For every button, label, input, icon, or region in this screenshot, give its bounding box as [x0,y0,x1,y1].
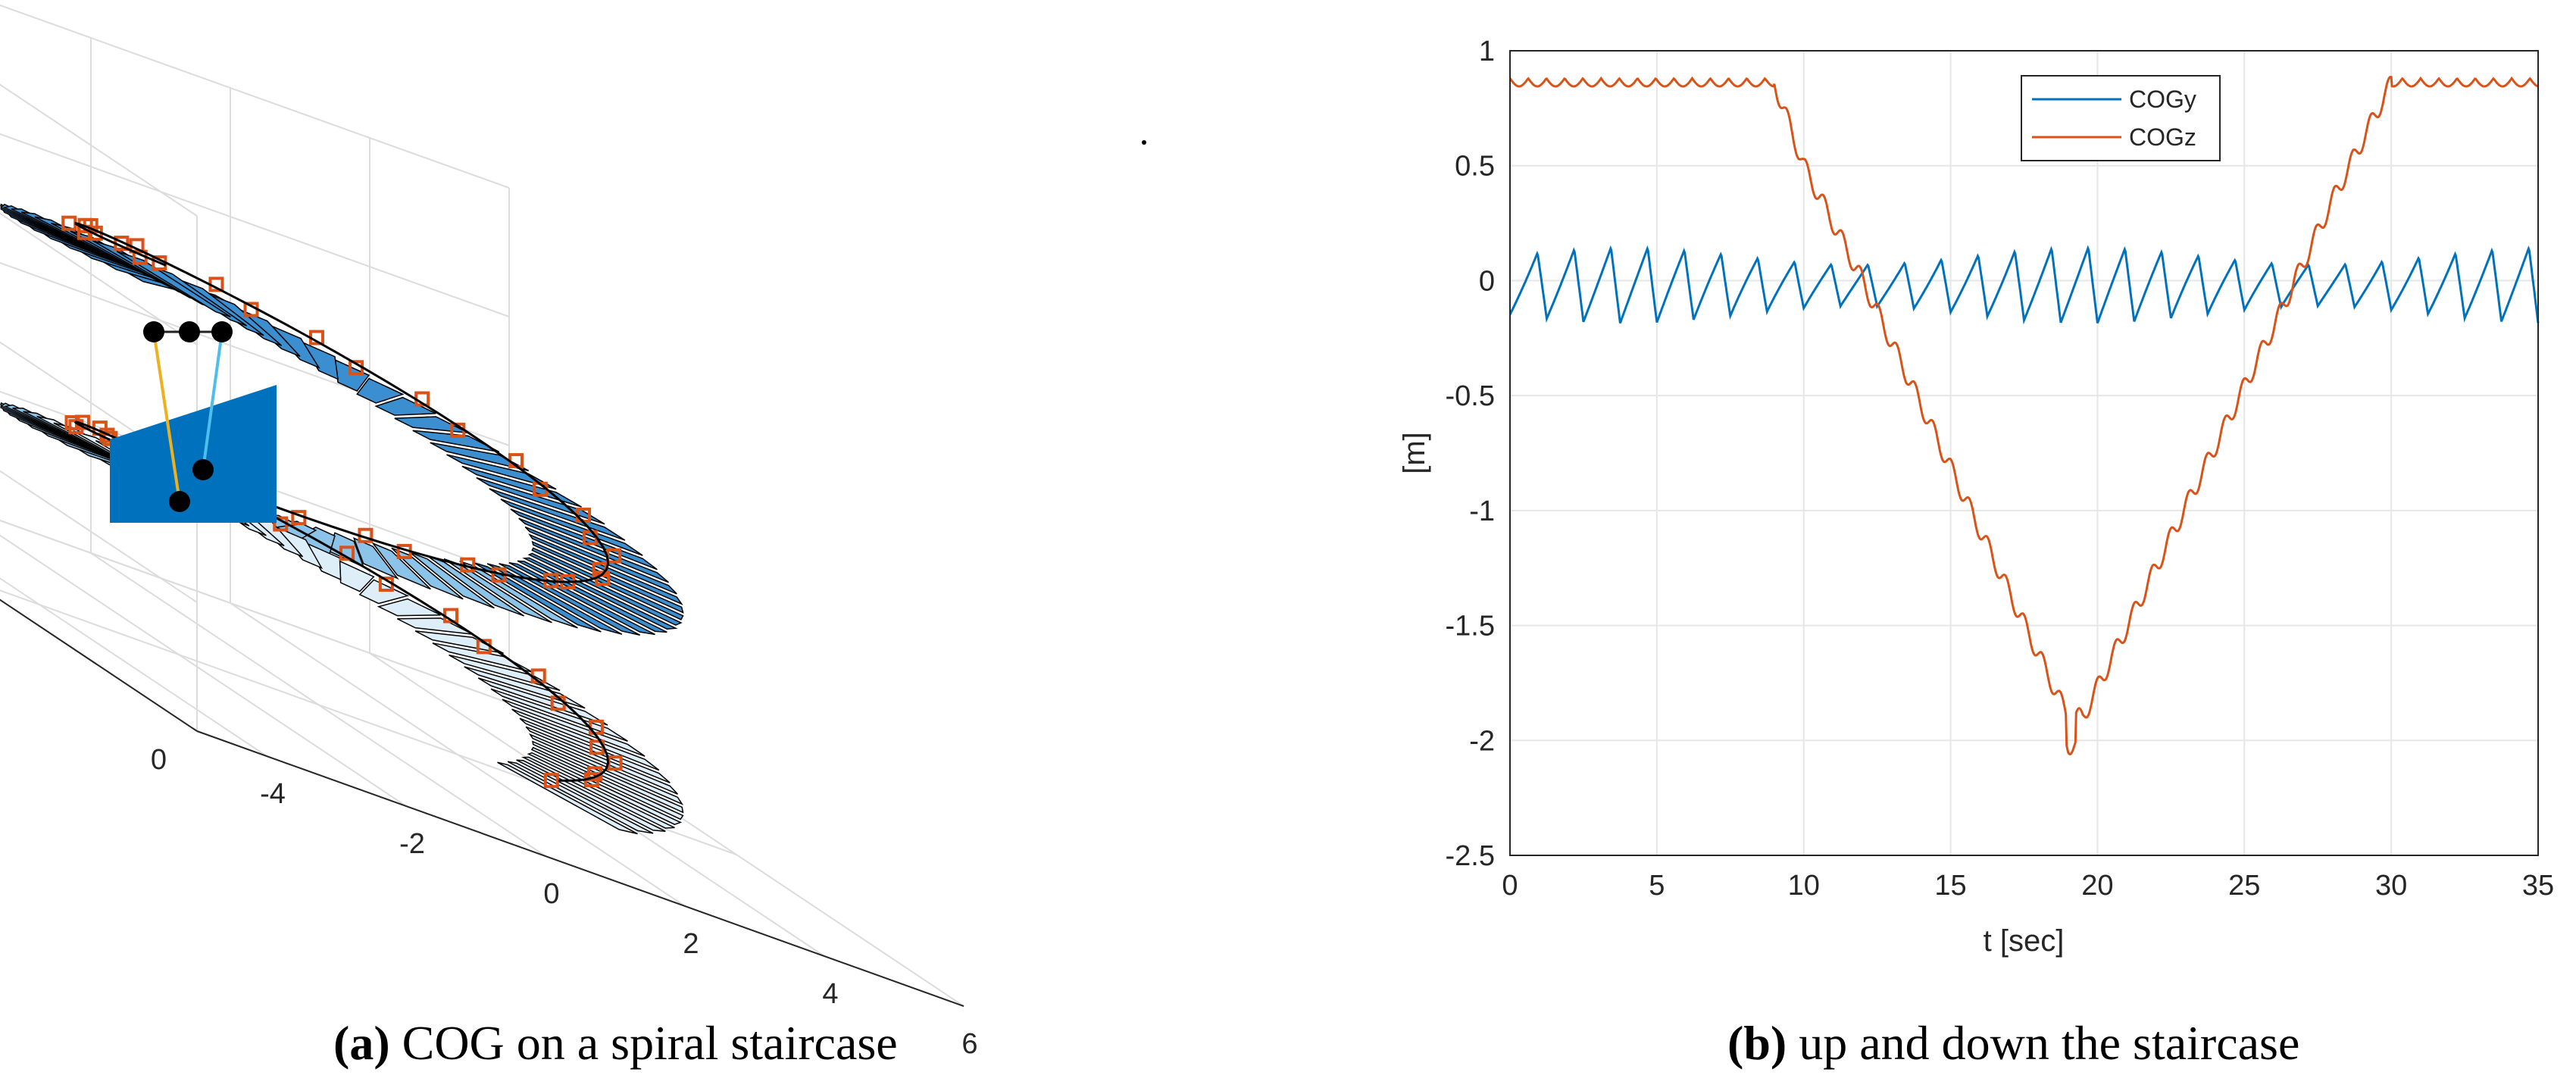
stair-step [502,699,646,757]
grid-line [0,212,198,345]
y-tick-label: 1 [1479,36,1495,67]
x-tick-label: 30 [2375,870,2407,902]
stair-step [412,430,500,453]
series-cogy-line [1508,245,2540,325]
caption-a-text: COG on a spiral staircase [402,1016,898,1070]
caption-b-label: (b) [1727,1016,1787,1070]
stair-step [377,598,441,617]
stair-step [511,708,660,771]
legend-label-cogz: COGz [2129,123,2196,151]
stair-step [532,740,684,814]
stair-step [525,726,678,795]
x-tick-label: 35 [2522,870,2554,902]
x-tick-label: 0 [543,878,559,910]
stair-step [521,756,675,829]
stair-step [517,560,667,633]
x-tick-label: 4 [822,978,838,1010]
grid-line [0,133,510,317]
y-axis-label: [m] [1398,432,1431,474]
x-tick-label: 25 [2228,870,2260,902]
stair-step [356,377,405,404]
caption-b: (b) up and down the staircase [1727,1015,2299,1071]
y-tick-label: -2.5 [1446,840,1495,872]
stair-step [116,251,231,317]
robot-leg-left [152,331,181,502]
stair-step [527,552,683,626]
x-axis-line [196,730,964,1007]
x-tick-label: 2 [683,928,699,960]
stair-step [527,752,683,826]
stair-step [396,617,474,635]
grid-line [0,589,737,855]
stair-step [524,526,677,595]
robot-joint [143,321,164,342]
robot-joint [211,321,233,342]
spiral-staircase-3d-plot: -4-20246051005101520 [0,4,1146,1060]
footstep-marker [543,773,559,789]
x-tick-label: 5 [1649,870,1665,902]
y-tick-label: -1 [1469,495,1495,527]
stair-step [530,746,684,821]
x-tick-label: 15 [1934,870,1966,902]
stray-dot [1142,140,1146,145]
plot-area [1510,51,2538,855]
x-tick-label: 10 [1788,870,1820,902]
stair-step [486,563,623,635]
legend-label-cogy: COGy [2129,86,2196,113]
stair-step [499,563,641,636]
stair-step [370,542,431,590]
y-tick-label: -0.5 [1446,380,1495,412]
cog-time-series-plot: 0 5 10 15 20 25 30 35 -2.5 -2 -1.5 -1 -0.5 0 0.5 1 t [… [1398,36,2554,958]
x-tick-labels: 0 5 10 15 20 25 30 35 [1502,870,2554,902]
series-cogz-line [1508,75,2539,755]
grid-line [0,519,510,704]
robot-joint [179,321,200,342]
cog-path-line [73,221,610,782]
plot-frame [1509,50,2539,856]
y-axis-line [0,599,198,732]
y-tick-labels: -2.5 -2 -1.5 -1 -0.5 0 0.5 1 [1446,36,1495,872]
grid-line [0,470,198,603]
stair-step [414,630,504,655]
caption-a-label: (a) [333,1016,390,1070]
3d-tick-labels: -4-20246051005101520 [151,744,978,1060]
stair-step [374,396,436,416]
robot-model [110,321,277,523]
stair-step [459,561,578,629]
robot-foot [169,491,190,512]
y-tick-label: 0 [151,744,167,776]
caption-a: (a) COG on a spiral staircase [333,1015,898,1071]
stair-step [489,488,626,541]
stair-step [352,537,399,580]
stair-step [497,761,638,835]
stair-step [516,759,666,832]
caption-b-text: up and down the staircase [1799,1016,2300,1070]
stair-step [394,416,469,433]
robot-foot [192,459,214,480]
y-tick-label: 0.5 [1455,151,1495,183]
robot-leg-right [202,331,224,470]
stair-step [490,688,628,742]
stair-step [391,547,464,600]
robot-support-plane [110,385,277,523]
legend: COGy COGz [2021,75,2221,161]
grid-line [0,341,198,474]
x-axis-label: t [sec] [1984,924,2065,958]
y-tick-label: -1.5 [1446,611,1495,642]
x-tick-label: 20 [2081,870,2113,902]
grid-line [0,4,510,189]
x-tick-label: 0 [1502,870,1518,902]
x-tick-label: 6 [961,1028,977,1060]
grid-line [0,83,198,217]
stair-step [409,552,495,609]
x-tick-label: -4 [260,778,286,810]
y-tick-label: 0 [1479,265,1495,297]
legend-box [2021,75,2221,161]
y-tick-label: -2 [1469,725,1495,757]
x-tick-label: -2 [399,828,425,860]
